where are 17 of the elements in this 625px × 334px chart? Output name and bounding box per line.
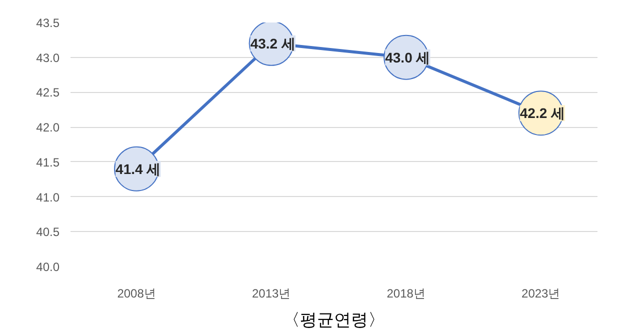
data-label: 43.0 세 bbox=[385, 49, 430, 66]
data-label: 42.2 세 bbox=[520, 105, 566, 122]
x-tick-label: 2023년 bbox=[522, 286, 560, 300]
y-tick-label: 40.5 bbox=[36, 225, 60, 240]
data-label: 43.2 세 bbox=[250, 35, 296, 52]
x-tick-label: 2018년 bbox=[386, 286, 426, 300]
y-tick-label: 42.5 bbox=[36, 86, 60, 100]
y-tick-label: 41.5 bbox=[36, 155, 60, 170]
y-tick-label: 43.0 bbox=[36, 50, 60, 65]
y-tick-label: 40.0 bbox=[36, 260, 60, 274]
x-tick-label: 2008년 bbox=[117, 286, 156, 300]
text: 〈평균연령〉 bbox=[283, 310, 385, 330]
y-tick-label: 43.5 bbox=[36, 16, 60, 30]
data-label: 41.4 세 bbox=[116, 160, 161, 177]
y-tick-label: 42.0 bbox=[36, 120, 60, 135]
y-tick-label: 41.0 bbox=[36, 190, 60, 204]
x-tick-label: 2013년 bbox=[252, 286, 291, 300]
